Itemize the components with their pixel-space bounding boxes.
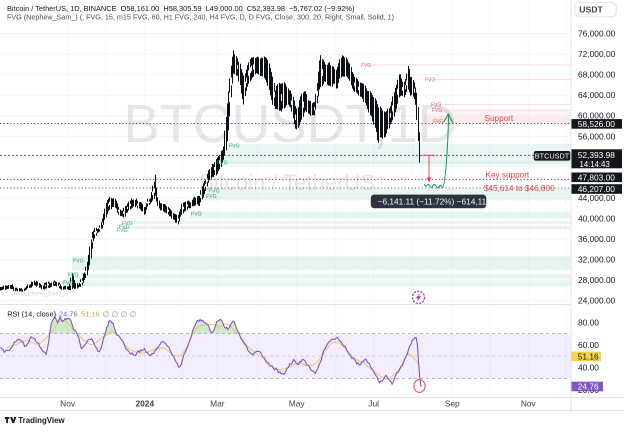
svg-text:FVG: FVG: [432, 108, 442, 114]
svg-text:24,000.00: 24,000.00: [578, 296, 616, 306]
svg-text:58,526.00: 58,526.00: [578, 119, 616, 129]
svg-text:FVG: FVG: [122, 221, 133, 227]
svg-text:FVG: FVG: [206, 194, 217, 200]
svg-text:FVG: FVG: [425, 77, 435, 83]
svg-text:RSI (14, close): RSI (14, close): [7, 309, 56, 318]
svg-text:FVG: FVG: [217, 161, 228, 167]
svg-text:80.00: 80.00: [578, 318, 599, 328]
svg-text:72,000.00: 72,000.00: [578, 49, 616, 59]
svg-text:Jul: Jul: [368, 399, 379, 409]
svg-text:32,000.00: 32,000.00: [578, 255, 616, 265]
svg-text:28,000.00: 28,000.00: [578, 275, 616, 285]
svg-text:Bitcoin / TetherUS: Bitcoin / TetherUS: [199, 170, 375, 195]
svg-text:TradingView: TradingView: [18, 416, 65, 425]
svg-text:BTCUSDT: BTCUSDT: [535, 151, 570, 160]
svg-text:FVG: FVG: [68, 273, 79, 279]
svg-text:44,000.00: 44,000.00: [578, 193, 616, 203]
svg-text:40.00: 40.00: [578, 363, 599, 373]
svg-text:$45,614 to $46,800: $45,614 to $46,800: [484, 184, 555, 193]
svg-text:Key support: Key support: [486, 171, 530, 180]
svg-text:60.00: 60.00: [578, 340, 599, 350]
svg-text:24.76: 24.76: [578, 382, 599, 392]
svg-text:76,000.00: 76,000.00: [578, 29, 616, 39]
svg-text:FVG: FVG: [209, 189, 220, 195]
svg-text:Bitcoin / TetherUS, 1D, BINANC: Bitcoin / TetherUS, 1D, BINANCE O58,161.…: [7, 4, 354, 13]
svg-text:40,000.00: 40,000.00: [578, 214, 616, 224]
svg-text:FVG: FVG: [433, 119, 443, 125]
svg-text:51.16: 51.16: [81, 309, 100, 318]
svg-text:52,393.98: 52,393.98: [578, 150, 616, 160]
svg-text:FVG: FVG: [229, 144, 240, 150]
svg-text:51.16: 51.16: [578, 351, 599, 361]
svg-text:64,000.00: 64,000.00: [578, 90, 616, 100]
svg-text:FVG: FVG: [63, 280, 74, 286]
svg-text:Nov: Nov: [60, 399, 76, 409]
svg-text:60,000.00: 60,000.00: [578, 111, 616, 121]
svg-text:FVG: FVG: [431, 103, 441, 109]
svg-text:2024: 2024: [135, 399, 154, 409]
svg-text:FVG: FVG: [191, 212, 202, 218]
svg-text:68,000.00: 68,000.00: [578, 70, 616, 80]
svg-text:36,000.00: 36,000.00: [578, 234, 616, 244]
svg-text:−6,141.11 (−11.72%) −614,111: −6,141.11 (−11.72%) −614,111: [378, 197, 491, 207]
svg-text:Support: Support: [485, 114, 514, 123]
svg-text:∅ ∅ ∅ ∅: ∅ ∅ ∅ ∅: [103, 310, 137, 319]
svg-text:USDT: USDT: [579, 5, 603, 15]
svg-text:FVG: FVG: [117, 228, 128, 234]
svg-text:@Nephew_Sam_: @Nephew_Sam_: [13, 291, 65, 298]
svg-text:FVG: FVG: [119, 224, 130, 230]
svg-text:May: May: [289, 399, 306, 409]
svg-text:FVG: FVG: [361, 63, 371, 69]
svg-text:FVG (Nephew_Sam_) (, FVG, 15,: FVG (Nephew_Sam_) (, FVG, 15, m15 FVG, 6…: [7, 13, 394, 22]
svg-text:Sep: Sep: [445, 399, 460, 409]
svg-text:FVG: FVG: [73, 259, 84, 265]
svg-text:47,803.00: 47,803.00: [578, 172, 616, 182]
svg-text:24.76: 24.76: [59, 309, 78, 318]
svg-text:Mar: Mar: [210, 399, 225, 409]
svg-text:14:14:43: 14:14:43: [580, 160, 610, 169]
svg-text:56,000.00: 56,000.00: [578, 131, 616, 141]
svg-text:Nov: Nov: [521, 399, 537, 409]
svg-text:46,207.00: 46,207.00: [578, 184, 616, 194]
